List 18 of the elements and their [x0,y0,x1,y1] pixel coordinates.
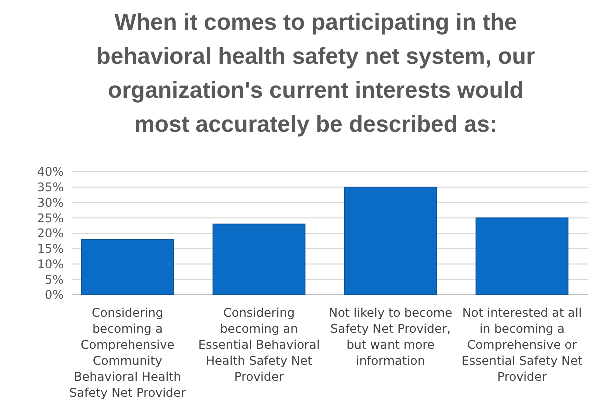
x-tick-label: Not likely to become Safety Net Provider, but want more information [328,306,453,368]
y-tick-label: 30% [37,196,64,210]
y-tick-label: 35% [37,180,64,195]
y-tick-label: 15% [37,242,64,256]
bar [476,218,569,296]
y-tick-label: 20% [37,226,64,241]
x-tick-label: Not interested at all in becoming a Comprehensive or Essential Safety Net Provider [462,306,583,384]
y-tick-label: 25% [37,211,64,226]
chart-title: When it comes to participating in the behavioral health safety net system, our organization's current interests would most accurately be described as: [96,9,536,137]
y-tick-label: 5% [44,272,64,287]
x-tick-label: Considering becoming an Essential Behavioral Health Safety Net Provider [198,306,320,384]
y-tick-label: 10% [37,257,64,272]
x-tick-label: Considering becoming a Comprehensive Community Behavioral Health Safety Net Provider [70,306,186,400]
bar [344,186,438,296]
bar [81,239,174,296]
y-tick-label: 40% [37,165,64,180]
y-tick-label: 0% [44,288,64,302]
bar [212,224,306,296]
